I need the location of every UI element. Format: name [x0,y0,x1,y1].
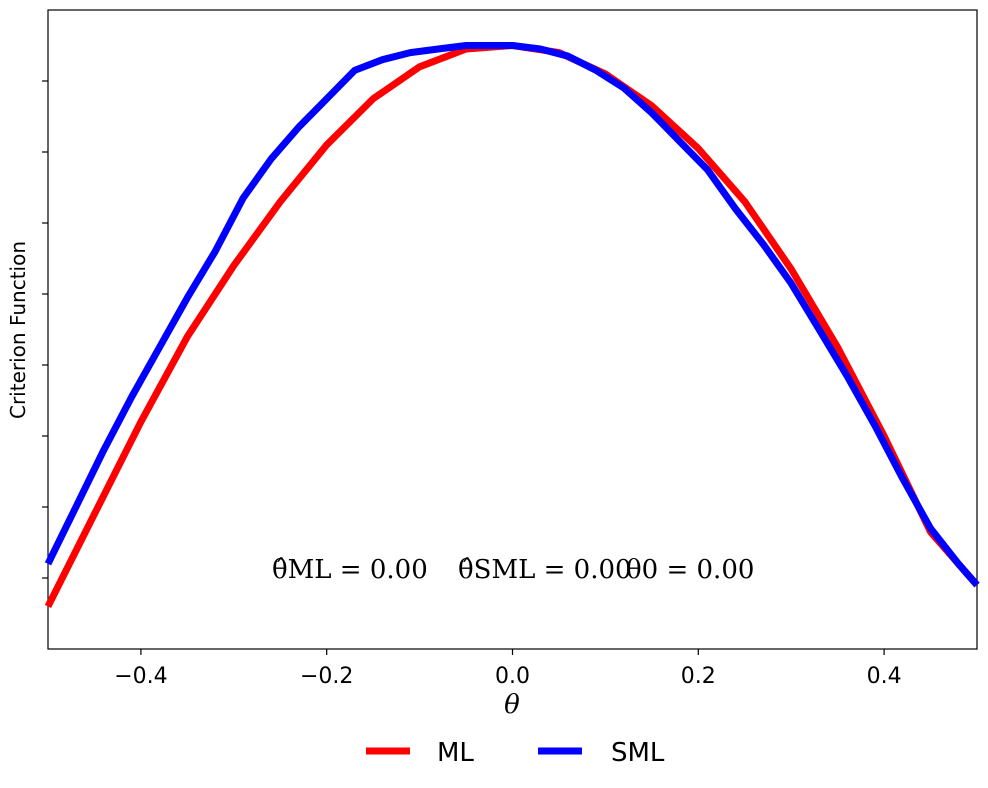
legend-label-ml: ML [437,738,474,768]
plot-area [47,9,978,650]
x-tick-label: 0.4 [867,664,902,689]
x-tick-label: −0.4 [114,664,167,689]
series-layer [44,42,980,608]
x-ticks: −0.4 −0.2 0.0 0.2 0.4 [114,649,902,689]
x-tick-label: 0.2 [681,664,716,689]
x-tick-label: 0.0 [495,664,530,689]
series-line-sml [44,42,980,588]
x-axis-label: θ [504,690,520,720]
legend-label-sml: SML [611,738,665,768]
y-ticks [42,80,48,579]
annotation-theta-hat-ml: θ̂ML = 0.00 [272,555,428,585]
legend: ML SML [366,738,665,768]
annotation-theta-0: θ0 = 0.00 [626,555,754,585]
x-tick-label: −0.2 [300,664,353,689]
y-axis-label: Criterion Function [6,241,30,419]
annotation-theta-hat-sml: θ̂SML = 0.00 [458,555,632,585]
